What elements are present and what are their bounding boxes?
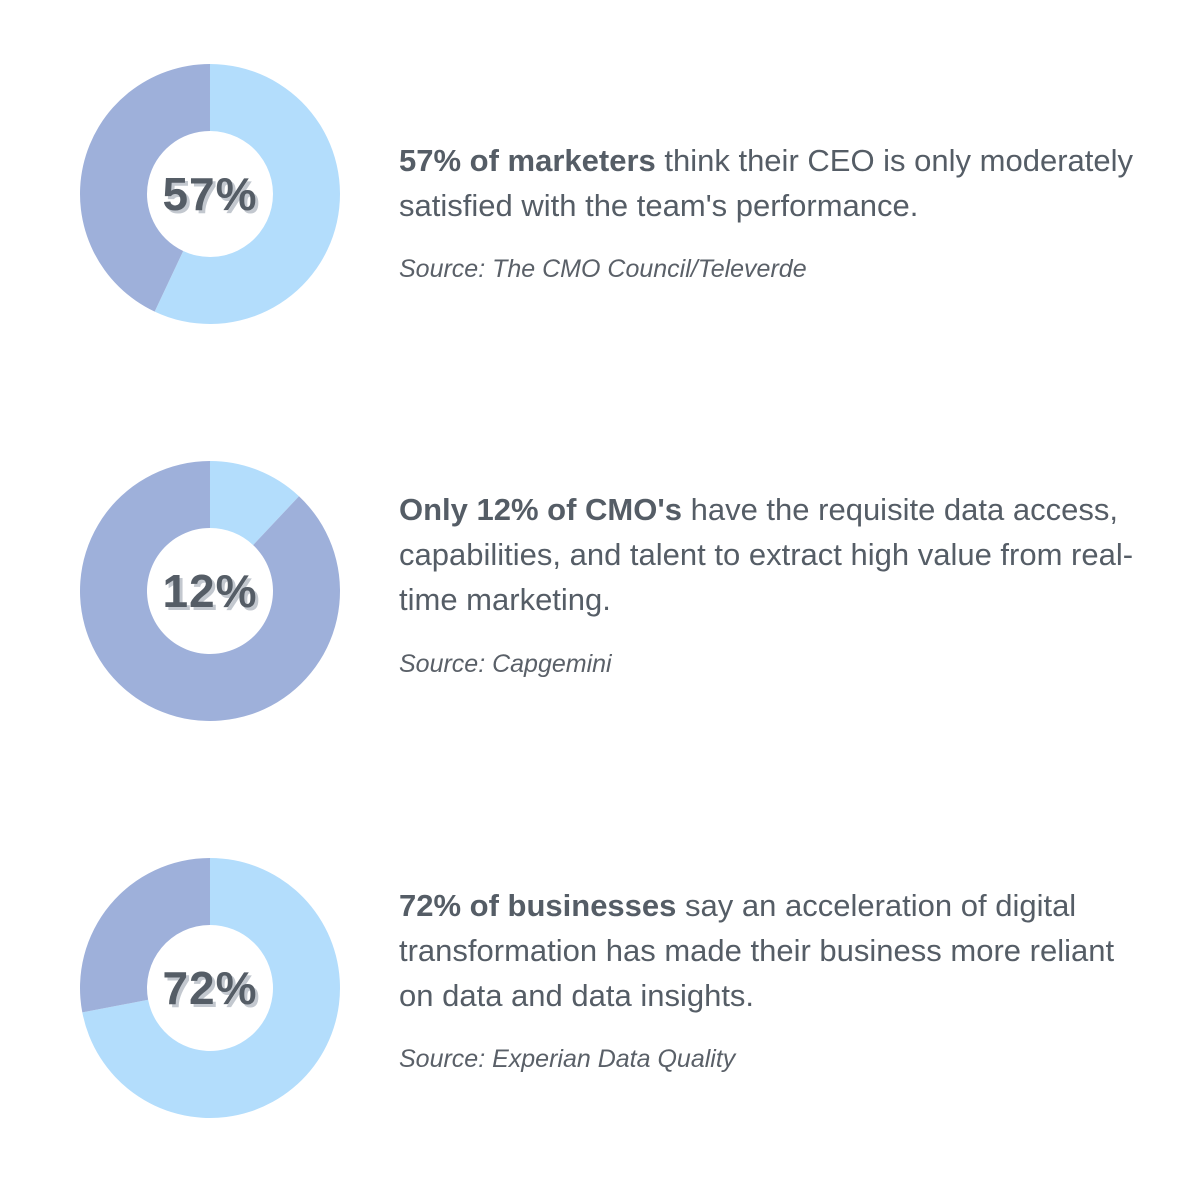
stat-source: Source: The CMO Council/Televerde bbox=[399, 255, 807, 283]
donut-center-label: 12% bbox=[162, 565, 258, 617]
donut-slice-highlight bbox=[154, 64, 341, 324]
stat-lead: 57% of marketers bbox=[399, 143, 656, 178]
stat-statement: 57% of marketers think their CEO is only… bbox=[399, 138, 1149, 228]
donut-chart: 12% bbox=[70, 451, 350, 731]
donut-center-label: 72% bbox=[162, 962, 258, 1014]
stat-rest: think their CEO is only moderately satis… bbox=[399, 143, 1133, 223]
donut-slice-highlight bbox=[210, 461, 299, 546]
stat-text: 72% of businesses say an acceleration of… bbox=[399, 883, 1149, 1075]
stat-source: Source: Experian Data Quality bbox=[399, 1045, 736, 1073]
stat-row: 57% 57% of marketers think their CEO is … bbox=[0, 54, 1182, 334]
donut-chart: 72% bbox=[70, 848, 350, 1128]
donut-chart-svg bbox=[80, 64, 341, 324]
stat-statement: Only 12% of CMO's have the requisite dat… bbox=[399, 487, 1149, 622]
stat-statement: 72% of businesses say an acceleration of… bbox=[399, 883, 1149, 1018]
stat-row: 12% Only 12% of CMO's have the requisite… bbox=[0, 451, 1182, 731]
donut-slice-highlight bbox=[82, 858, 341, 1118]
donut-chart: 57% bbox=[70, 54, 350, 334]
stat-rest: have the requisite data access, capabili… bbox=[399, 492, 1134, 617]
stat-text: 57% of marketers think their CEO is only… bbox=[399, 138, 1149, 285]
stat-lead: Only 12% of CMO's bbox=[399, 492, 682, 527]
donut-slice-remainder bbox=[80, 858, 210, 1013]
stat-row: 72% 72% of businesses say an acceleratio… bbox=[0, 848, 1182, 1128]
stat-source: Source: Capgemini bbox=[399, 650, 612, 678]
donut-slice-remainder bbox=[80, 64, 210, 312]
donut-center-label: 57% bbox=[162, 168, 258, 220]
stat-lead: 72% of businesses bbox=[399, 888, 677, 923]
donut-chart-svg bbox=[80, 858, 341, 1118]
donut-slice-remainder bbox=[80, 461, 341, 721]
stat-text: Only 12% of CMO's have the requisite dat… bbox=[399, 487, 1149, 680]
stat-rest: say an acceleration of digital transform… bbox=[399, 888, 1115, 1013]
donut-chart-svg bbox=[80, 461, 341, 721]
